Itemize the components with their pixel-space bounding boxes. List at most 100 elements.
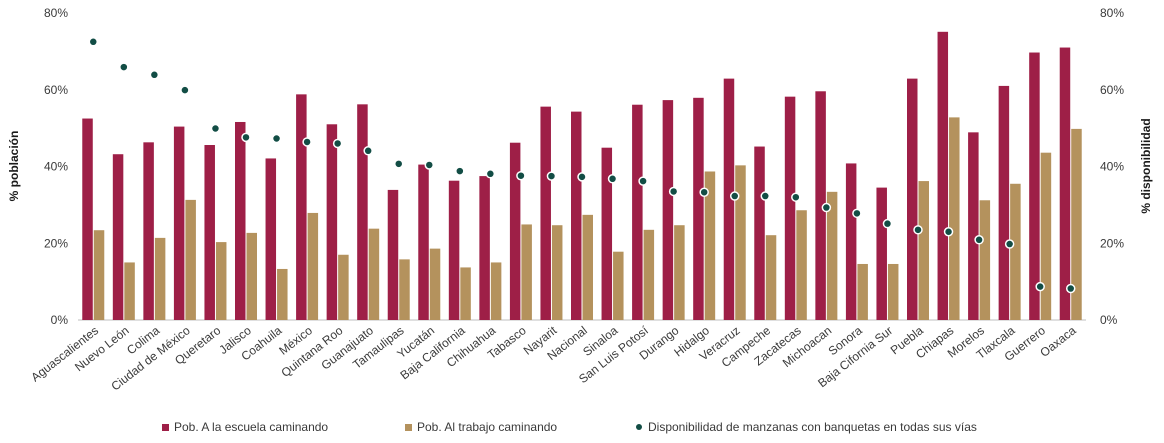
bar-work xyxy=(857,263,868,320)
bar-work xyxy=(918,181,929,320)
dot-sidewalks xyxy=(943,226,954,237)
bar-school xyxy=(845,163,857,320)
bar-work xyxy=(185,199,196,320)
bar-school xyxy=(998,85,1010,320)
dot-sidewalks xyxy=(455,166,465,176)
bar-work xyxy=(826,191,838,320)
bar-work xyxy=(551,225,563,320)
bar-school xyxy=(1029,52,1040,321)
dot-sidewalks xyxy=(546,171,557,181)
bar-school xyxy=(815,91,826,320)
dot-sidewalks xyxy=(119,62,129,72)
bar-school xyxy=(479,176,490,320)
bar-school xyxy=(112,154,124,320)
bar-work xyxy=(1040,152,1052,320)
bar-school xyxy=(173,126,185,320)
dot-sidewalks xyxy=(180,85,190,95)
dot-sidewalks xyxy=(791,192,801,202)
legend-label-school: Pob. A la escuela caminando xyxy=(174,420,329,434)
y-right-tick-label: 20% xyxy=(1100,236,1124,250)
y-left-tick-label: 60% xyxy=(44,83,68,97)
bar-work xyxy=(277,268,288,320)
bar-school xyxy=(509,142,521,320)
bar-work xyxy=(735,165,746,320)
legend-item-work: Pob. Al trabajo caminando xyxy=(405,420,557,434)
bar-school xyxy=(143,142,154,320)
y-axis-right: 0% 20% 40% 60% 80% xyxy=(1100,6,1124,327)
category-label: Oaxaca xyxy=(1037,323,1078,360)
legend-label-sidewalks: Disponibilidad de manzanas con banquetas… xyxy=(648,420,977,434)
bar-school xyxy=(204,145,215,320)
dot-sidewalks xyxy=(668,186,679,197)
bar-school xyxy=(723,78,735,320)
y-left-tick-label: 0% xyxy=(51,313,69,327)
bar-work xyxy=(796,210,807,320)
bars-group xyxy=(82,31,1082,321)
dot-sidewalks xyxy=(363,146,373,156)
y-left-tick-label: 80% xyxy=(44,6,68,20)
legend-item-school: Pob. A la escuela caminando xyxy=(162,420,328,434)
bar-school xyxy=(693,97,704,320)
legend-swatch-sidewalks xyxy=(636,424,642,430)
dots-group xyxy=(88,37,1076,294)
y-left-tick-label: 20% xyxy=(44,236,68,250)
bar-school xyxy=(601,147,613,320)
bar-school xyxy=(540,106,551,320)
bar-work xyxy=(979,200,991,320)
y-axis-left: 0% 20% 40% 60% 80% xyxy=(44,6,68,327)
dot-sidewalks xyxy=(485,169,496,179)
bar-school xyxy=(326,124,338,320)
legend-swatch-work xyxy=(405,423,412,431)
bar-school xyxy=(662,100,674,320)
dot-sidewalks xyxy=(821,202,832,213)
dot-sidewalks xyxy=(332,138,343,149)
bar-work xyxy=(704,171,716,320)
bar-work xyxy=(124,262,135,320)
y-right-tick-label: 60% xyxy=(1100,83,1124,97)
bar-work xyxy=(368,228,380,320)
y-right-tick-label: 40% xyxy=(1100,160,1124,174)
dot-sidewalks xyxy=(149,70,160,80)
bar-work xyxy=(1010,183,1021,320)
dot-sidewalks xyxy=(607,174,618,184)
bar-school xyxy=(937,31,949,321)
legend-label-work: Pob. Al trabajo caminando xyxy=(417,420,558,434)
y-left-tick-label: 40% xyxy=(44,160,68,174)
dot-sidewalks xyxy=(516,170,526,181)
bar-work xyxy=(338,254,349,320)
bar-work xyxy=(246,232,257,320)
bar-school xyxy=(1059,47,1071,320)
bar-work xyxy=(490,262,502,320)
dot-sidewalks xyxy=(852,208,862,219)
bar-work xyxy=(643,229,655,320)
chart-area: 0% 20% 40% 60% 80% 0% 20% 40% 60% 80% Aguascalie… xyxy=(7,6,1153,394)
dot-sidewalks xyxy=(882,218,893,229)
dot-sidewalks xyxy=(638,176,648,186)
dot-sidewalks xyxy=(210,123,221,134)
y-axis-right-title: % disponibilidad xyxy=(1139,118,1153,213)
dot-sidewalks xyxy=(424,160,435,170)
bar-school xyxy=(571,111,582,320)
bar-school xyxy=(265,158,277,320)
legend-swatch-school xyxy=(162,423,169,431)
bar-work xyxy=(215,242,227,320)
dot-sidewalks xyxy=(577,172,587,182)
bar-work xyxy=(521,224,532,320)
y-right-tick-label: 0% xyxy=(1100,313,1118,327)
bar-school xyxy=(876,187,887,320)
bar-work xyxy=(460,267,471,320)
bar-school xyxy=(784,96,796,320)
bar-work xyxy=(949,117,960,320)
legend-item-sidewalks: Disponibilidad de manzanas con banquetas… xyxy=(636,420,977,434)
bar-work xyxy=(154,237,166,320)
dot-sidewalks xyxy=(393,159,404,169)
dot-sidewalks xyxy=(974,235,984,245)
y-axis-left-title: % población xyxy=(7,131,21,202)
bar-school xyxy=(82,118,93,320)
bar-work xyxy=(1071,128,1082,320)
dot-sidewalks xyxy=(729,191,740,201)
bar-work xyxy=(674,225,685,320)
y-right-tick-label: 80% xyxy=(1100,6,1124,20)
bar-school xyxy=(754,146,765,320)
